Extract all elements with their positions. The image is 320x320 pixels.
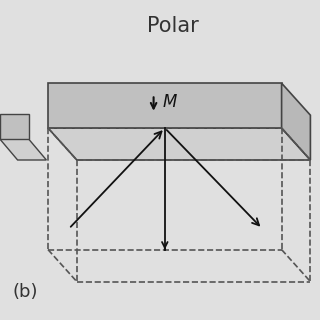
Polygon shape [48,83,282,128]
Polygon shape [0,114,29,139]
Polygon shape [282,83,310,160]
Polygon shape [48,128,310,160]
Polygon shape [0,139,46,160]
Text: Polar: Polar [147,16,199,36]
Text: $M$: $M$ [162,93,178,111]
Text: (b): (b) [13,283,38,301]
